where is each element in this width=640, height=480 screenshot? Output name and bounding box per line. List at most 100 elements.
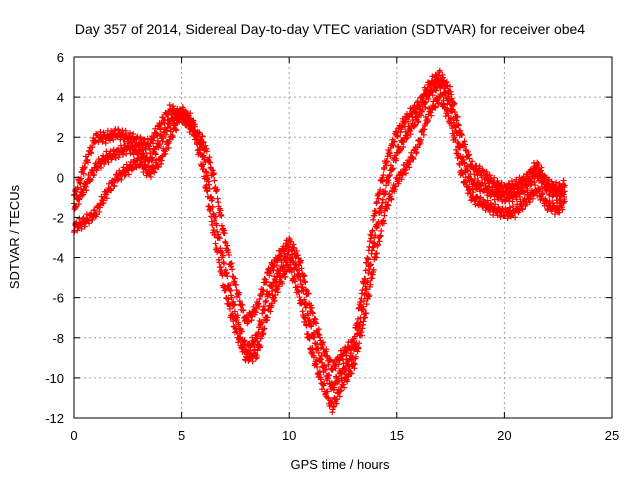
data-point [91, 207, 98, 214]
data-point [561, 198, 568, 205]
x-tick-label: 10 [282, 428, 296, 443]
data-point [239, 301, 246, 308]
data-point [149, 156, 156, 163]
data-point [237, 334, 244, 341]
data-point [489, 183, 496, 190]
series-track-a [71, 67, 568, 373]
data-point [328, 386, 335, 393]
data-point [410, 156, 417, 163]
data-point [382, 189, 389, 196]
data-point [512, 214, 519, 221]
series-track-b [71, 77, 568, 394]
data-point [559, 206, 566, 213]
data-point [376, 238, 383, 245]
data-point [225, 251, 232, 258]
data-point [556, 209, 563, 216]
data-point [452, 136, 459, 143]
data-point [114, 133, 121, 140]
data-point [535, 161, 542, 168]
data-point [384, 158, 391, 165]
data-point [222, 287, 229, 294]
data-point [541, 176, 548, 183]
data-point [385, 179, 392, 186]
data-point [154, 131, 161, 138]
data-point [320, 339, 327, 346]
y-tick-label: 2 [57, 130, 64, 145]
y-tick-label: -12 [45, 411, 64, 426]
data-point [209, 221, 216, 228]
x-tick-label: 0 [70, 428, 77, 443]
data-point [313, 320, 320, 327]
data-point [204, 193, 211, 200]
data-point [103, 195, 110, 202]
data-point [95, 163, 102, 170]
data-point [214, 228, 221, 235]
data-point [536, 186, 543, 193]
data-point [372, 208, 379, 215]
data-point [187, 126, 194, 133]
data-point [100, 200, 107, 207]
data-point [126, 129, 133, 136]
data-point [373, 250, 380, 257]
data-point [152, 151, 159, 158]
data-point [533, 164, 540, 171]
data-point [363, 286, 370, 293]
data-point [364, 277, 371, 284]
data-point [461, 160, 468, 167]
data-point [373, 199, 380, 206]
data-point [366, 238, 373, 245]
data-point [428, 112, 435, 119]
data-point [220, 252, 227, 259]
data-point [130, 165, 137, 172]
data-point [160, 135, 167, 142]
data-point [264, 314, 271, 321]
data-point [469, 158, 476, 165]
data-point [90, 171, 97, 178]
data-point [74, 184, 81, 191]
data-point [90, 134, 97, 141]
data-point [447, 101, 454, 108]
data-point [466, 155, 473, 162]
y-tick-label: 0 [57, 170, 64, 185]
data-point [230, 318, 237, 325]
data-point [466, 185, 473, 192]
y-tick-label: -2 [52, 210, 64, 225]
data-point [260, 287, 267, 294]
data-point [371, 240, 378, 247]
data-point [329, 366, 336, 373]
data-point [204, 172, 211, 179]
data-point [313, 358, 320, 365]
tick-layer: 0 5 10 15 20 25 -12 -10 -8 -6 -4 -2 0 2 4 6 [45, 50, 619, 443]
data-point [228, 260, 235, 267]
data-point [355, 345, 362, 352]
data-point [299, 299, 306, 306]
data-point [447, 83, 454, 90]
data-point [470, 189, 477, 196]
data-point [272, 291, 279, 298]
data-point [367, 261, 374, 268]
data-point [208, 213, 215, 220]
data-point [227, 305, 234, 312]
data-point [362, 290, 369, 297]
data-point [169, 133, 176, 140]
data-point [429, 92, 436, 99]
data-point [293, 266, 300, 273]
data-point [173, 127, 180, 134]
data-point [263, 278, 270, 285]
data-point [442, 89, 449, 96]
data-point [221, 230, 228, 237]
data-point [271, 263, 278, 270]
data-point [324, 388, 331, 395]
data-point [151, 134, 158, 141]
data-point [315, 326, 322, 333]
data-point [458, 132, 465, 139]
data-point [422, 98, 429, 105]
data-point [379, 196, 386, 203]
data-point [279, 280, 286, 287]
data-point [130, 131, 137, 138]
data-point [422, 104, 429, 111]
data-point [543, 198, 550, 205]
data-point [415, 118, 422, 125]
data-point [326, 372, 333, 379]
data-point [479, 203, 486, 210]
